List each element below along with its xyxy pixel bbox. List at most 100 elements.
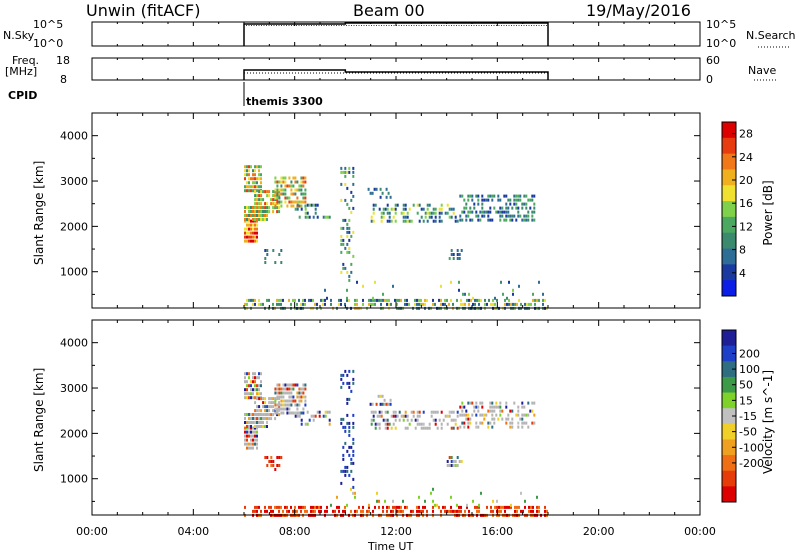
power-cell xyxy=(252,185,254,189)
power-cell xyxy=(420,302,422,306)
vel-cell xyxy=(533,401,536,405)
power-cell xyxy=(509,202,512,206)
power-cell xyxy=(294,188,297,192)
power-cell xyxy=(248,185,250,189)
vel-cell xyxy=(340,373,343,377)
power-cell xyxy=(266,206,269,210)
power-ylabel: Slant Range [km] xyxy=(32,160,46,265)
power-cell xyxy=(390,219,393,223)
power-cell xyxy=(474,298,476,302)
power-cell xyxy=(497,194,500,198)
vel-cell xyxy=(256,384,258,388)
vel-cell xyxy=(456,414,459,418)
vel-cell xyxy=(252,434,254,438)
power-cell xyxy=(386,302,388,306)
power-cell xyxy=(260,185,262,189)
power-cell xyxy=(346,234,349,238)
power-cell xyxy=(310,298,312,302)
vel-cell xyxy=(268,409,271,413)
power-cell xyxy=(244,173,246,177)
power-cell xyxy=(304,188,307,192)
vel-cell xyxy=(298,414,301,418)
vel-cell xyxy=(250,388,252,392)
vel-cell xyxy=(493,409,496,413)
power-cell xyxy=(473,202,476,206)
vel-cell xyxy=(498,509,500,513)
power-cell xyxy=(262,210,265,214)
power-cell xyxy=(254,298,256,302)
vel-cell xyxy=(278,456,281,459)
power-cell xyxy=(406,215,409,219)
power-cell xyxy=(340,166,343,170)
vel-cell xyxy=(524,499,526,503)
vel-cell xyxy=(485,413,488,417)
vel-cell xyxy=(254,425,256,428)
power-cell xyxy=(374,298,376,302)
vel-cell xyxy=(370,410,373,414)
vel-cell xyxy=(272,397,275,401)
vel-cell xyxy=(252,421,254,424)
vel-cell xyxy=(440,426,443,430)
vel-cell xyxy=(292,509,294,513)
vel-cell xyxy=(492,499,494,503)
power-cell xyxy=(308,298,310,302)
power-cell xyxy=(503,218,506,222)
vel-cell xyxy=(422,426,425,430)
velocity-ylabel: Slant Range [km] xyxy=(32,367,46,472)
power-cell xyxy=(252,206,254,209)
power-cell xyxy=(272,210,275,214)
vel-cell xyxy=(340,377,343,381)
power-cell xyxy=(440,207,443,211)
vel-cell xyxy=(260,509,262,513)
power-cell xyxy=(244,206,246,209)
power-cell xyxy=(248,165,250,169)
power-cell xyxy=(483,210,486,214)
vel-cell xyxy=(274,407,277,411)
power-cell xyxy=(460,249,463,252)
vel-cell xyxy=(270,460,273,463)
power-cell xyxy=(509,218,512,222)
power-cell xyxy=(471,194,474,198)
vel-cell xyxy=(314,414,317,418)
power-cell xyxy=(402,203,405,207)
power-colorbar-tick-label: 24 xyxy=(739,151,753,164)
power-cell xyxy=(314,211,317,215)
vel-cell xyxy=(262,397,265,401)
power-cell xyxy=(280,180,283,184)
power-cell xyxy=(272,198,275,202)
vel-cell xyxy=(280,399,283,403)
power-cell xyxy=(256,239,258,243)
vel-cell xyxy=(533,413,536,417)
vel-cell xyxy=(268,401,271,405)
vel-cell xyxy=(254,421,256,424)
power-cell xyxy=(521,218,524,222)
power-cell xyxy=(290,184,293,188)
power-cell xyxy=(258,214,260,217)
vel-cell xyxy=(276,407,279,411)
vel-cell xyxy=(256,442,258,446)
vel-cell xyxy=(286,399,289,403)
vel-cell xyxy=(479,401,482,405)
vel-cell xyxy=(294,399,297,403)
vel-cell xyxy=(344,505,346,509)
power-cell xyxy=(538,280,540,284)
power-cell xyxy=(248,169,250,173)
vel-cell xyxy=(258,405,261,409)
vel-cell xyxy=(254,396,256,400)
power-cell xyxy=(248,235,250,239)
vel-cell xyxy=(454,464,457,467)
power-cell xyxy=(314,203,317,207)
power-cell xyxy=(276,194,279,198)
vel-cell xyxy=(290,399,293,403)
vel-cell xyxy=(346,413,349,417)
power-cell xyxy=(424,302,426,306)
vel-cell xyxy=(262,405,265,409)
vel-cell xyxy=(369,402,372,406)
vel-cell xyxy=(264,425,266,428)
power-cell xyxy=(531,214,534,218)
vel-cell xyxy=(268,405,271,409)
power-cell xyxy=(362,302,364,306)
power-cell xyxy=(252,239,254,243)
power-cell xyxy=(420,215,423,219)
